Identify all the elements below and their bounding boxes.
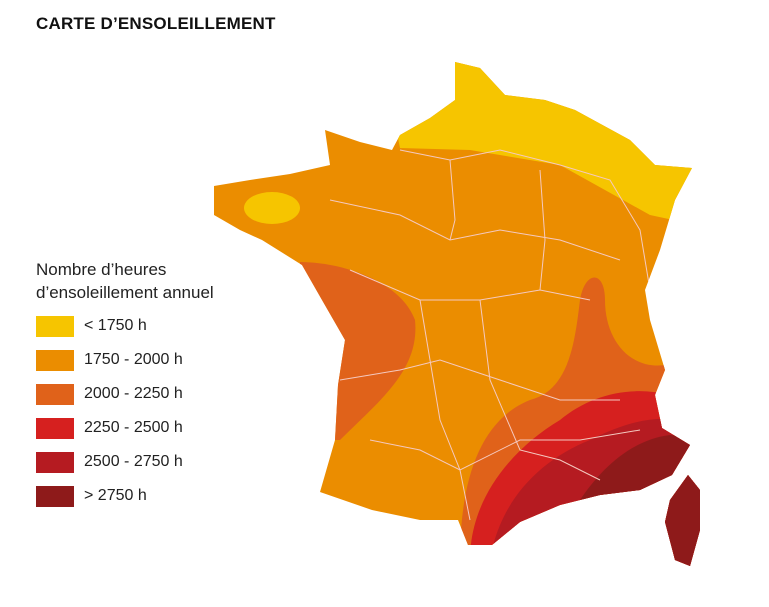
legend-label: 2500 - 2750 h (84, 453, 183, 470)
legend-swatch (36, 451, 74, 473)
legend-item: 2250 - 2500 h (36, 416, 214, 440)
legend-label: > 2750 h (84, 487, 147, 504)
legend-swatch (36, 315, 74, 337)
legend-label: 1750 - 2000 h (84, 351, 183, 368)
legend-item: 2000 - 2250 h (36, 382, 214, 406)
legend-title: Nombre d’heures d’ensoleillement annuel (36, 258, 214, 304)
legend-swatch (36, 349, 74, 371)
legend-swatch (36, 417, 74, 439)
legend: Nombre d’heures d’ensoleillement annuel … (36, 258, 214, 518)
region-borders (329, 149, 651, 521)
legend-swatch (36, 485, 74, 507)
legend-label: < 1750 h (84, 317, 147, 334)
legend-item: 1750 - 2000 h (36, 348, 214, 372)
legend-swatch (36, 383, 74, 405)
legend-title-line2: d’ensoleillement annuel (36, 283, 214, 302)
zone-below-1750-brittany (244, 192, 300, 224)
legend-item: > 2750 h (36, 484, 214, 508)
map-title: CARTE D’ENSOLEILLEMENT (36, 14, 276, 33)
legend-item: 2500 - 2750 h (36, 450, 214, 474)
legend-item: < 1750 h (36, 314, 214, 338)
legend-label: 2000 - 2250 h (84, 385, 183, 402)
legend-label: 2250 - 2500 h (84, 419, 183, 436)
legend-title-line1: Nombre d’heures (36, 260, 167, 279)
